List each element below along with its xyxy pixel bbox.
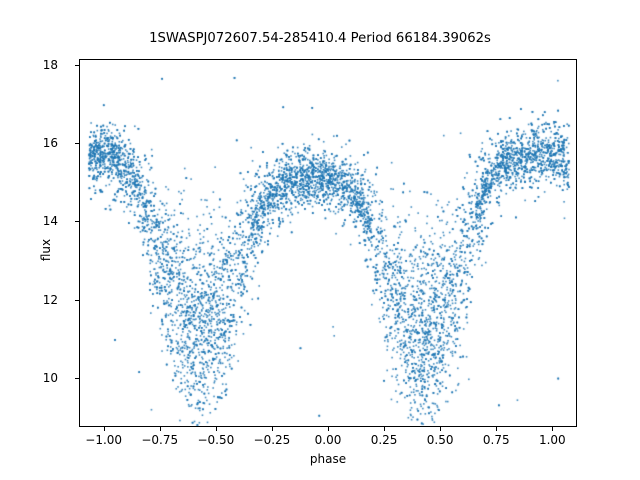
x-tick-label: −0.50 xyxy=(197,433,235,447)
y-axis-label: flux xyxy=(39,238,53,262)
x-tick-label: −0.75 xyxy=(141,433,179,447)
y-tick-mark xyxy=(75,299,79,301)
y-tick-mark xyxy=(75,378,79,380)
y-tick-mark xyxy=(75,143,79,145)
chart-title: 1SWASPJ072607.54-285410.4 Period 66184.3… xyxy=(149,31,491,46)
x-tick-label: −0.25 xyxy=(253,433,291,447)
y-tick-mark xyxy=(75,64,79,66)
x-tick-mark xyxy=(496,427,498,431)
scatter-plot-points xyxy=(80,60,576,426)
x-tick-label: 0.00 xyxy=(314,433,342,447)
y-tick-label: 16 xyxy=(42,136,58,151)
plot-axes-area xyxy=(79,59,577,427)
y-tick-label: 18 xyxy=(42,57,58,72)
x-tick-label: 0.25 xyxy=(370,433,398,447)
x-tick-mark xyxy=(103,427,105,431)
x-tick-label: 0.75 xyxy=(482,433,510,447)
x-axis-label: phase xyxy=(309,452,347,466)
y-tick-mark xyxy=(75,221,79,223)
x-tick-mark xyxy=(159,427,161,431)
x-tick-mark xyxy=(215,427,217,431)
x-tick-mark xyxy=(328,427,329,431)
x-tick-mark xyxy=(440,427,442,431)
x-tick-label: −1.00 xyxy=(85,433,123,447)
y-tick-label: 14 xyxy=(42,214,58,229)
y-tick-label: 12 xyxy=(42,292,58,307)
x-tick-mark xyxy=(271,427,273,431)
x-tick-mark xyxy=(552,427,554,431)
x-tick-label: 0.50 xyxy=(426,433,454,447)
x-tick-label: 1.00 xyxy=(538,433,566,447)
x-tick-mark xyxy=(384,427,386,431)
y-tick-label: 10 xyxy=(42,371,58,386)
